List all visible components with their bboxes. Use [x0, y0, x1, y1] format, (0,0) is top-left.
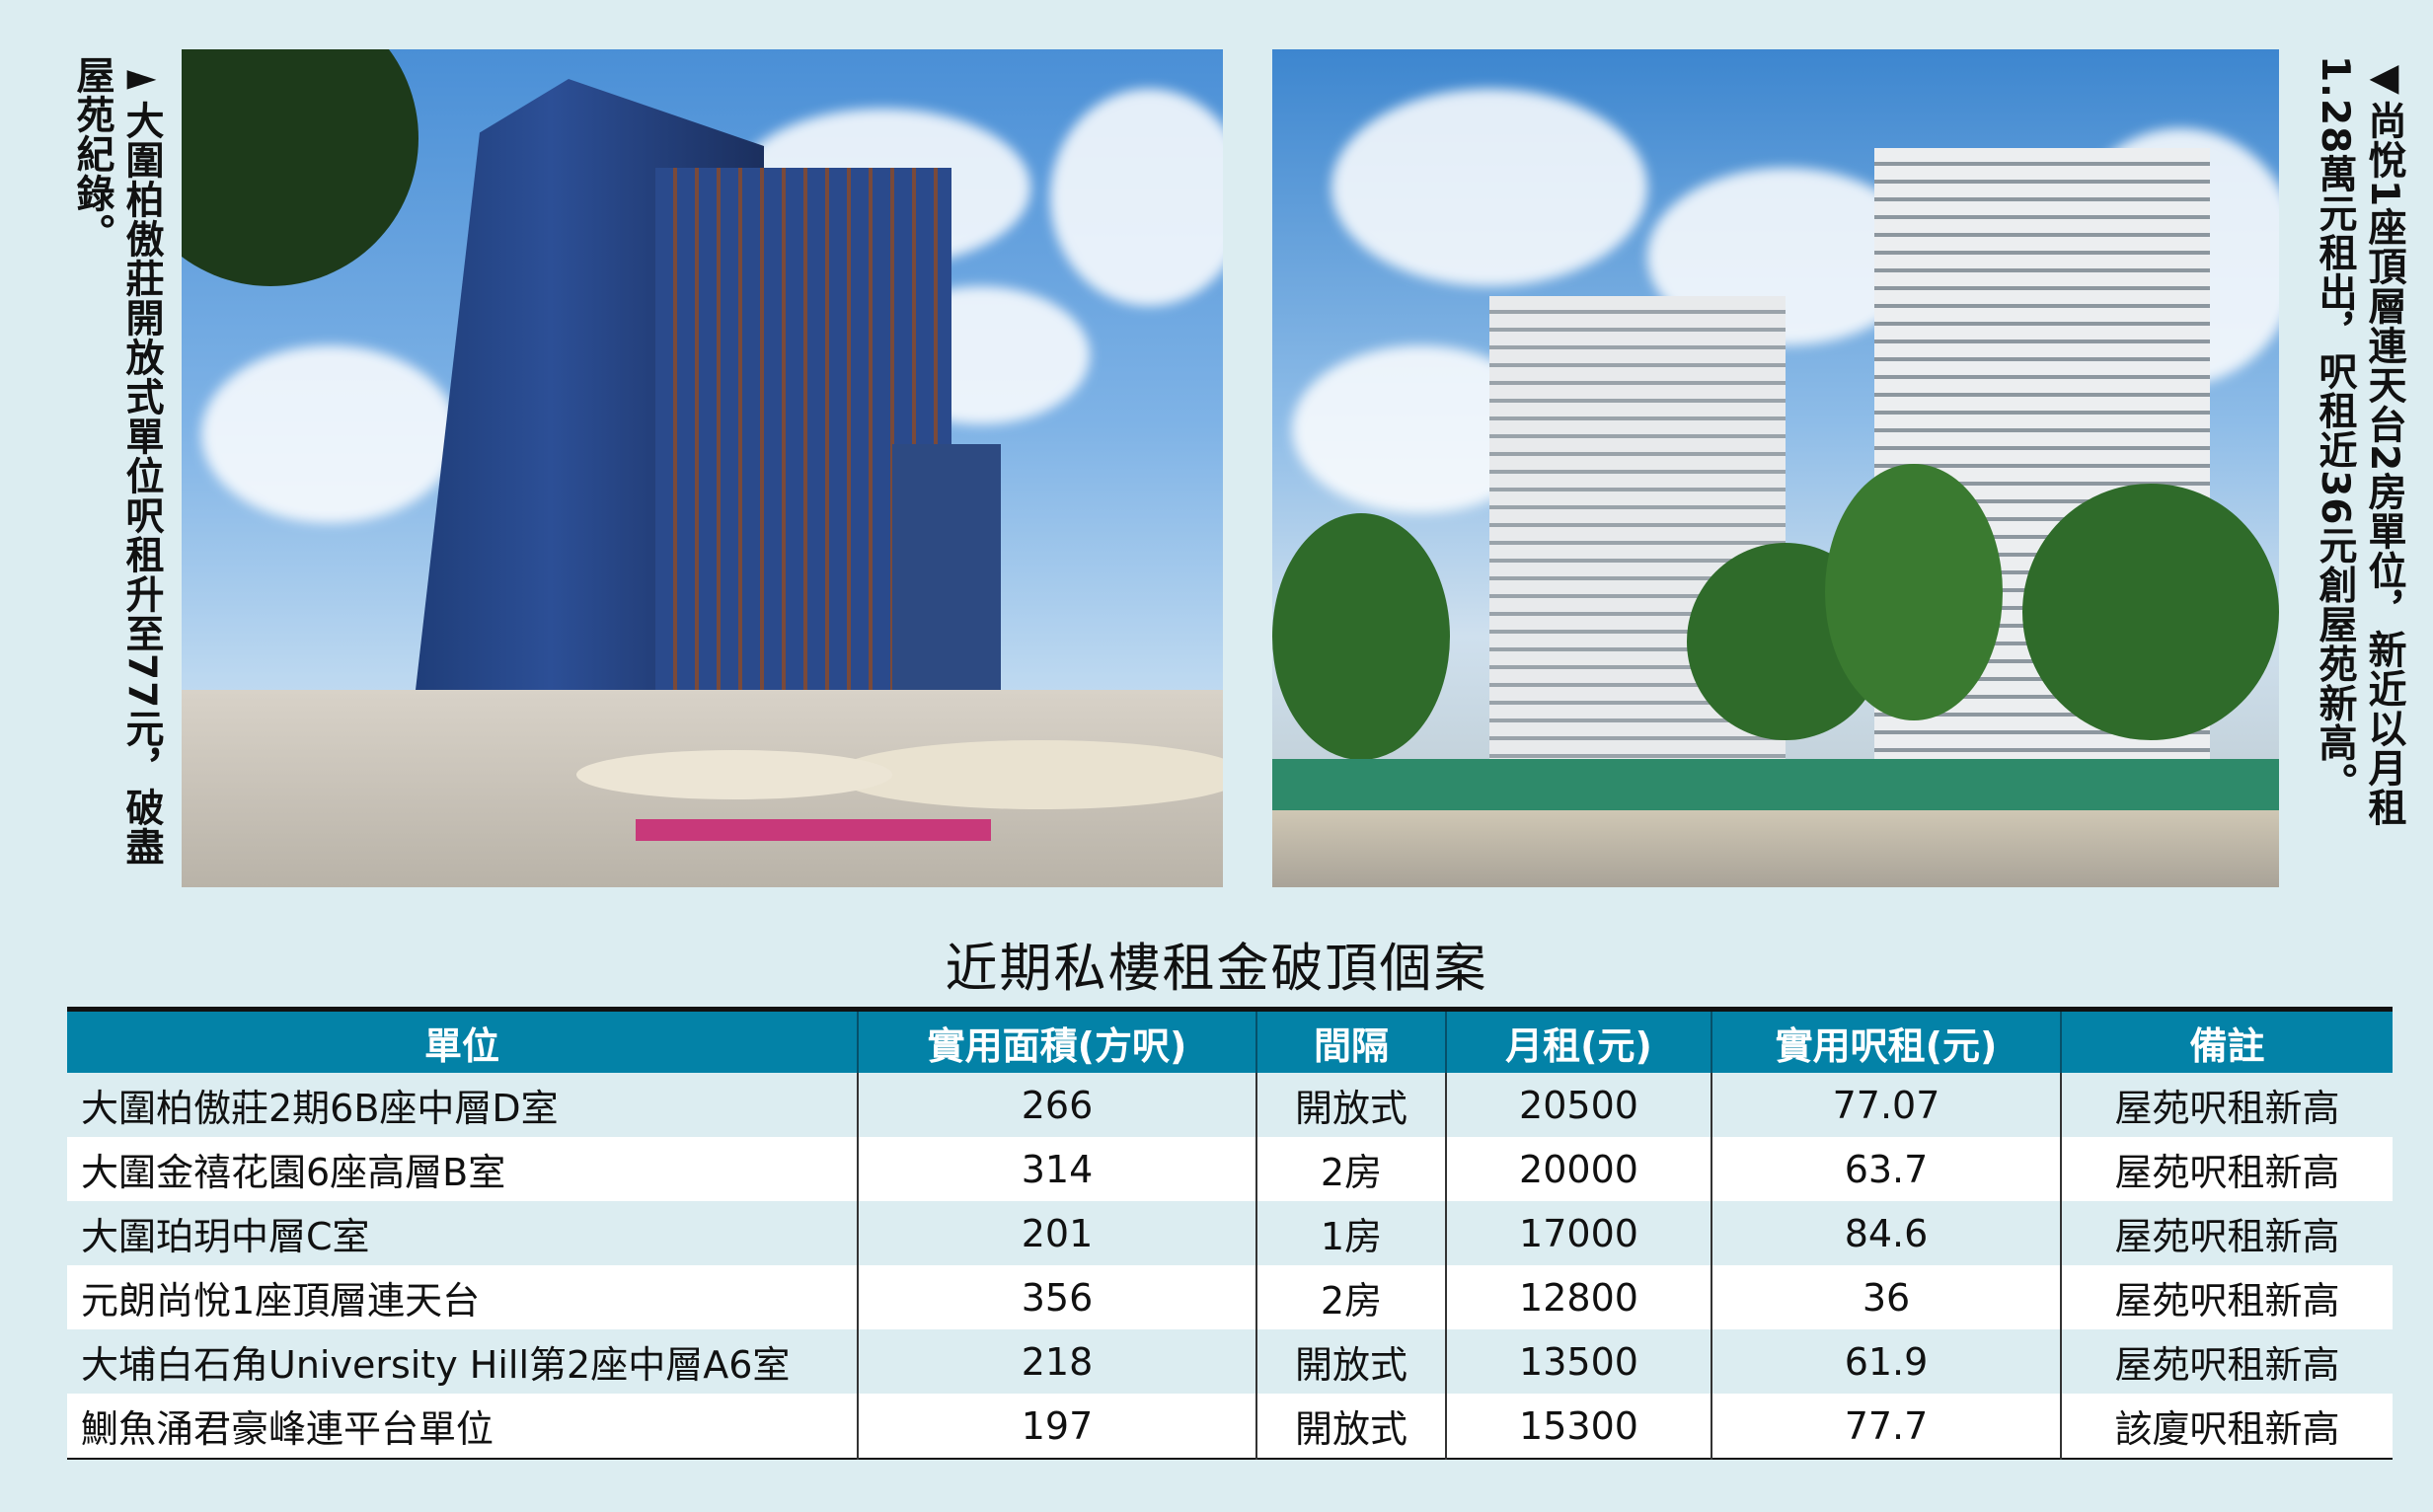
cell-unit: 鰂魚涌君豪峰連平台單位 [67, 1394, 858, 1459]
cell-rent-per-sqft: 63.7 [1711, 1137, 2061, 1201]
cell-area: 356 [857, 1265, 1256, 1329]
cell-unit: 元朗尚悅1座頂層連天台 [67, 1265, 858, 1329]
cell-layout: 2房 [1255, 1137, 1446, 1201]
cell-area: 218 [857, 1329, 1256, 1394]
table-title: 近期私樓租金破頂個案 [945, 939, 1488, 999]
cell-rent-per-sqft: 84.6 [1711, 1201, 2061, 1265]
cell-layout: 開放式 [1255, 1394, 1446, 1459]
cell-remarks: 屋苑呎租新高 [2060, 1329, 2393, 1394]
table-row: 鰂魚涌君豪峰連平台單位 197 開放式 15300 77.7 該廈呎租新高 [67, 1394, 2393, 1459]
cell-remarks: 屋苑呎租新高 [2060, 1073, 2393, 1137]
cell-remarks: 屋苑呎租新高 [2060, 1137, 2393, 1201]
cell-rent-per-sqft: 61.9 [1711, 1329, 2061, 1394]
rent-record-table: 單位 實用面積(方呎) 間隔 月租(元) 實用呎租(元) 備註 大圍柏傲莊2期6… [67, 1007, 2393, 1460]
cell-monthly-rent: 13500 [1445, 1329, 1711, 1394]
header-area: 實用面積(方呎) [857, 1009, 1256, 1073]
cell-monthly-rent: 17000 [1445, 1201, 1711, 1265]
header-remarks: 備註 [2060, 1009, 2393, 1073]
photo-grand-central-tower [182, 49, 1223, 887]
table-header-row: 單位 實用面積(方呎) 間隔 月租(元) 實用呎租(元) 備註 [67, 1009, 2393, 1073]
cell-area: 201 [857, 1201, 1256, 1265]
photo-the-reach [1272, 49, 2279, 887]
cell-monthly-rent: 15300 [1445, 1394, 1711, 1459]
cell-rent-per-sqft: 77.07 [1711, 1073, 2061, 1137]
table-row: 大圍金禧花園6座高層B室 314 2房 20000 63.7 屋苑呎租新高 [67, 1137, 2393, 1201]
cell-layout: 2房 [1255, 1265, 1446, 1329]
header-monthly-rent: 月租(元) [1445, 1009, 1711, 1073]
cell-unit: 大圍珀玥中層C室 [67, 1201, 858, 1265]
cell-unit: 大埔白石角University Hill第2座中層A6室 [67, 1329, 858, 1394]
cell-rent-per-sqft: 36 [1711, 1265, 2061, 1329]
cell-layout: 1房 [1255, 1201, 1446, 1265]
header-rent-per-sqft: 實用呎租(元) [1711, 1009, 2061, 1073]
cell-rent-per-sqft: 77.7 [1711, 1394, 2061, 1459]
cell-monthly-rent: 20000 [1445, 1137, 1711, 1201]
photo-caption-left: ►大圍柏傲莊開放式單位呎租升至77元，破盡屋苑紀錄。 [70, 55, 164, 868]
cell-area: 314 [857, 1137, 1256, 1201]
cell-monthly-rent: 20500 [1445, 1073, 1711, 1137]
photo-caption-right: ◀尚悅1座頂層連天台2房單位，新近以月租1.28萬元租出，呎租近36元創屋苑新高… [2313, 55, 2406, 828]
cell-monthly-rent: 12800 [1445, 1265, 1711, 1329]
cell-area: 266 [857, 1073, 1256, 1137]
cell-remarks: 屋苑呎租新高 [2060, 1201, 2393, 1265]
cell-unit: 大圍柏傲莊2期6B座中層D室 [67, 1073, 858, 1137]
cell-layout: 開放式 [1255, 1073, 1446, 1137]
table-row: 元朗尚悅1座頂層連天台 356 2房 12800 36 屋苑呎租新高 [67, 1265, 2393, 1329]
header-layout: 間隔 [1255, 1009, 1446, 1073]
table-row: 大圍珀玥中層C室 201 1房 17000 84.6 屋苑呎租新高 [67, 1201, 2393, 1265]
table-row: 大圍柏傲莊2期6B座中層D室 266 開放式 20500 77.07 屋苑呎租新高 [67, 1073, 2393, 1137]
cell-remarks: 該廈呎租新高 [2060, 1394, 2393, 1459]
cell-remarks: 屋苑呎租新高 [2060, 1265, 2393, 1329]
cell-layout: 開放式 [1255, 1329, 1446, 1394]
cell-area: 197 [857, 1394, 1256, 1459]
table-row: 大埔白石角University Hill第2座中層A6室 218 開放式 13500 6… [67, 1329, 2393, 1394]
cell-unit: 大圍金禧花園6座高層B室 [67, 1137, 858, 1201]
header-unit: 單位 [67, 1009, 858, 1073]
